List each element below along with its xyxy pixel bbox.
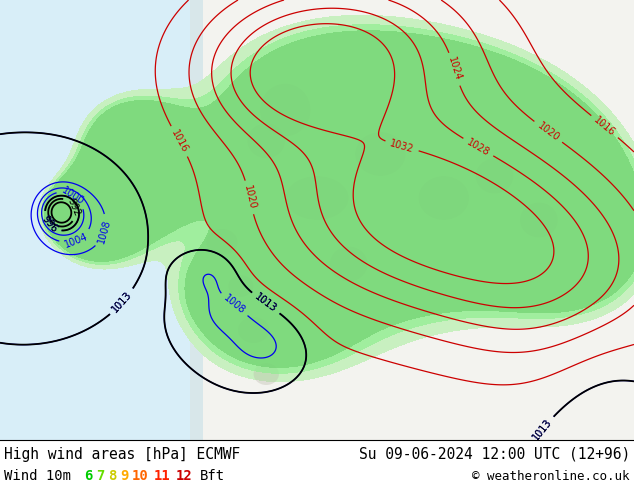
- Text: 6: 6: [84, 469, 93, 483]
- Polygon shape: [190, 0, 634, 440]
- Ellipse shape: [285, 176, 349, 220]
- Text: 12: 12: [176, 469, 193, 483]
- Text: 1008: 1008: [221, 293, 247, 316]
- Text: 1004: 1004: [63, 231, 89, 249]
- Text: © weatheronline.co.uk: © weatheronline.co.uk: [472, 469, 630, 483]
- Text: 11: 11: [154, 469, 171, 483]
- Text: 996: 996: [39, 214, 59, 234]
- Ellipse shape: [330, 246, 368, 282]
- Text: 1024: 1024: [446, 56, 463, 82]
- Text: 1016: 1016: [169, 128, 190, 154]
- Ellipse shape: [355, 132, 406, 176]
- Text: 7: 7: [96, 469, 105, 483]
- Text: Su 09-06-2024 12:00 UTC (12+96): Su 09-06-2024 12:00 UTC (12+96): [359, 446, 630, 462]
- Ellipse shape: [520, 202, 558, 238]
- Text: 1028: 1028: [465, 137, 491, 158]
- Polygon shape: [0, 0, 203, 440]
- Ellipse shape: [238, 317, 269, 343]
- Ellipse shape: [228, 275, 254, 297]
- Ellipse shape: [206, 229, 238, 255]
- Text: 1013: 1013: [110, 290, 134, 315]
- Text: 992: 992: [66, 197, 82, 218]
- Text: 1013: 1013: [253, 292, 278, 315]
- Text: 1032: 1032: [389, 138, 415, 154]
- Text: 1013: 1013: [531, 417, 554, 442]
- Text: 1000: 1000: [60, 185, 86, 206]
- Ellipse shape: [254, 363, 279, 385]
- Text: 1020: 1020: [242, 184, 257, 211]
- Text: 1013: 1013: [253, 292, 278, 315]
- Text: 9: 9: [120, 469, 128, 483]
- Ellipse shape: [418, 176, 469, 220]
- Text: High wind areas [hPa] ECMWF: High wind areas [hPa] ECMWF: [4, 446, 240, 462]
- Text: 996: 996: [39, 214, 59, 234]
- Text: 1016: 1016: [592, 115, 618, 138]
- Text: 1013: 1013: [110, 290, 134, 315]
- Text: 1020: 1020: [535, 121, 561, 143]
- Text: 8: 8: [108, 469, 117, 483]
- Ellipse shape: [247, 123, 285, 158]
- Text: 1013: 1013: [531, 417, 554, 442]
- Text: 10: 10: [132, 469, 149, 483]
- Ellipse shape: [260, 84, 311, 136]
- Ellipse shape: [476, 158, 514, 194]
- Text: 1008: 1008: [96, 218, 112, 244]
- Text: Bft: Bft: [200, 469, 225, 483]
- Text: Wind 10m: Wind 10m: [4, 469, 71, 483]
